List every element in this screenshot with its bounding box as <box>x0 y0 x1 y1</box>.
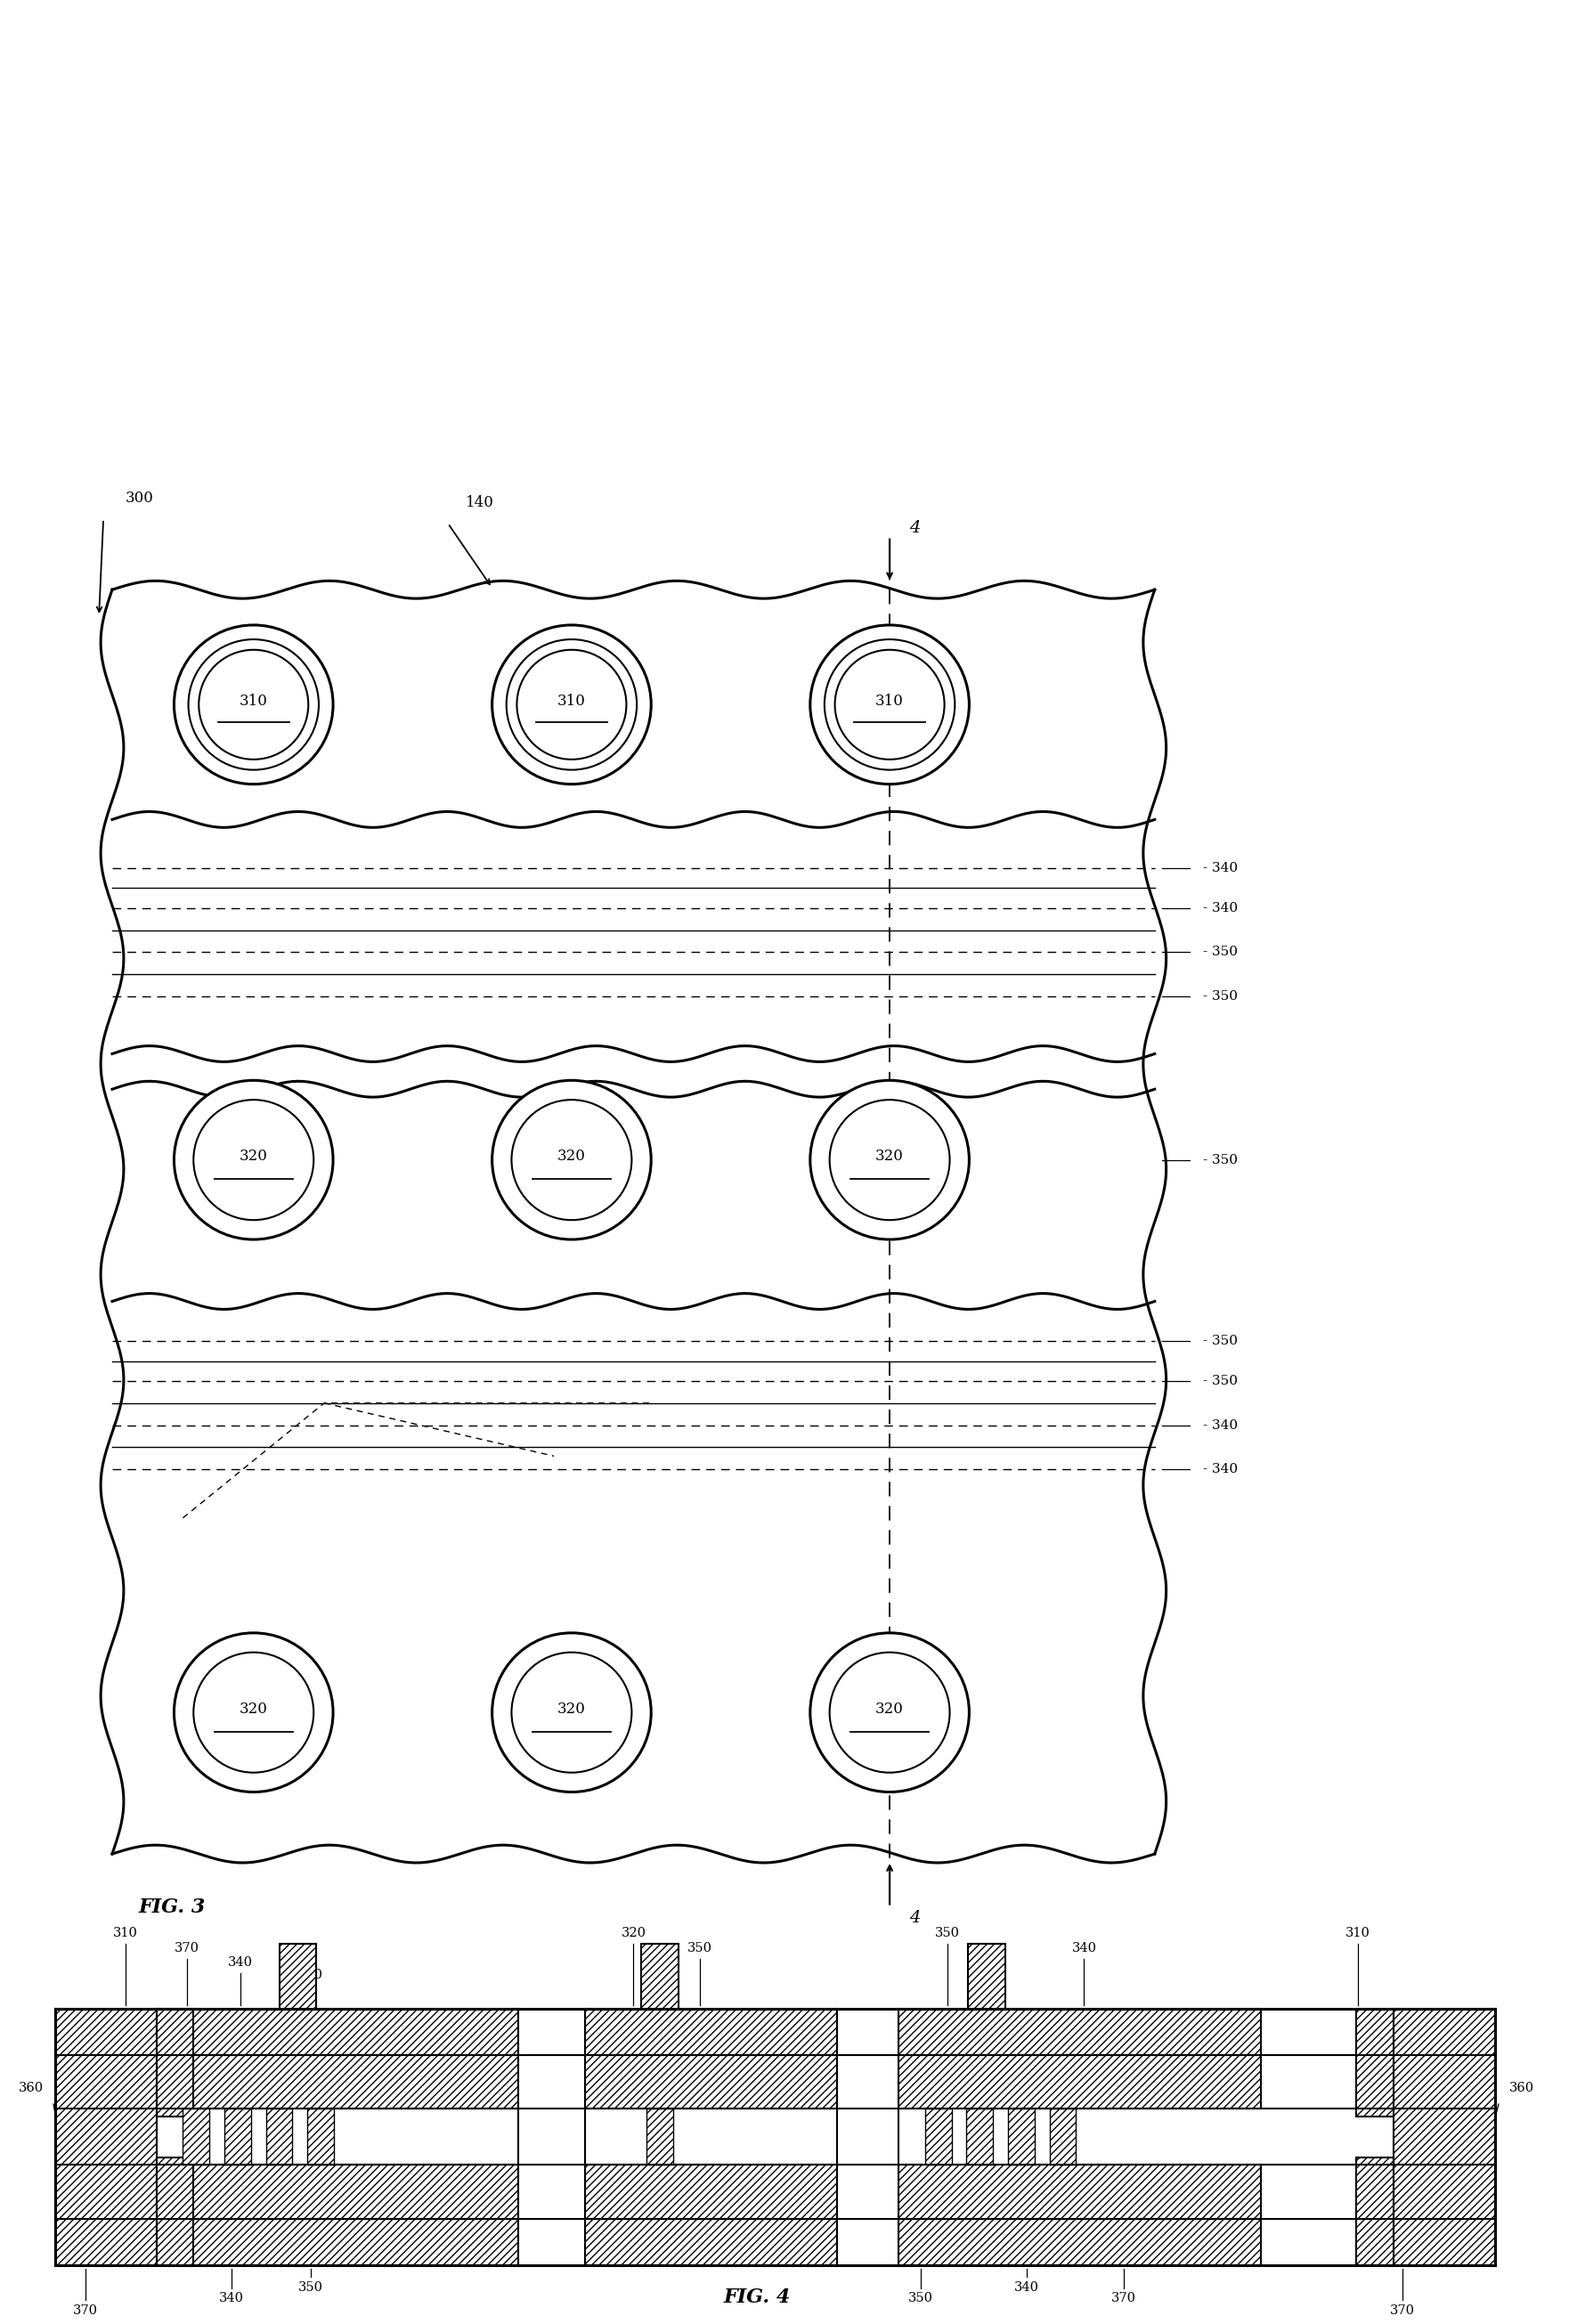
Circle shape <box>173 1634 333 1792</box>
Circle shape <box>199 651 309 760</box>
Circle shape <box>830 1099 949 1220</box>
Bar <box>1392 2008 1495 2266</box>
Bar <box>55 2008 156 2266</box>
Circle shape <box>811 625 970 783</box>
Text: 370: 370 <box>1112 2291 1137 2305</box>
Text: - 350: - 350 <box>1203 1153 1238 1167</box>
Bar <box>156 2008 519 2054</box>
Bar <box>647 2108 673 2166</box>
Bar <box>519 2008 585 2266</box>
Text: 350: 350 <box>688 1943 713 1954</box>
Bar <box>585 2219 837 2266</box>
Circle shape <box>834 651 945 760</box>
Circle shape <box>811 1081 970 1239</box>
Bar <box>267 2108 292 2166</box>
Text: 320: 320 <box>875 1148 904 1164</box>
Text: - 340: - 340 <box>1203 1464 1238 1476</box>
Text: 320: 320 <box>240 1701 268 1717</box>
Circle shape <box>173 625 333 783</box>
Text: - 340: - 340 <box>1203 1420 1238 1432</box>
Bar <box>899 2054 1260 2108</box>
Bar <box>926 2108 951 2166</box>
Circle shape <box>492 1081 651 1239</box>
Bar <box>156 2157 194 2266</box>
Text: 340: 340 <box>219 2291 244 2305</box>
Text: FIG. 3: FIG. 3 <box>139 1896 207 1917</box>
Circle shape <box>194 1099 314 1220</box>
Text: 320: 320 <box>557 1701 585 1717</box>
Bar <box>1356 2008 1392 2117</box>
Text: 310: 310 <box>557 693 585 709</box>
Text: FIG. 4: FIG. 4 <box>724 2287 790 2308</box>
Circle shape <box>830 1652 949 1773</box>
Bar <box>968 1943 1006 2008</box>
Text: 360: 360 <box>19 2082 44 2094</box>
Bar <box>224 2108 251 2166</box>
Text: 350: 350 <box>935 1927 959 1941</box>
Bar <box>585 2008 837 2054</box>
Text: - 350: - 350 <box>1203 1376 1238 1387</box>
Text: 340: 340 <box>1014 2280 1039 2294</box>
Text: - 350: - 350 <box>1203 1334 1238 1348</box>
Text: 320: 320 <box>240 1148 268 1164</box>
Circle shape <box>173 1081 333 1239</box>
Circle shape <box>492 625 651 783</box>
Bar <box>899 2008 1260 2054</box>
Text: - 340: - 340 <box>1203 862 1238 874</box>
Circle shape <box>517 651 626 760</box>
Text: - 350: - 350 <box>1203 990 1238 1002</box>
Circle shape <box>511 1652 632 1773</box>
Bar <box>156 2219 519 2266</box>
Text: 310: 310 <box>1345 1927 1370 1941</box>
Text: 320: 320 <box>621 1927 647 1941</box>
Text: 320: 320 <box>557 1148 585 1164</box>
Bar <box>967 2108 994 2166</box>
Bar <box>837 2008 899 2266</box>
Text: 4: 4 <box>908 521 919 537</box>
Text: 370: 370 <box>1389 2305 1415 2317</box>
Circle shape <box>811 1634 970 1792</box>
Bar <box>642 1943 678 2008</box>
Text: 300: 300 <box>126 490 155 507</box>
Text: - 350: - 350 <box>1203 946 1238 957</box>
Circle shape <box>825 639 954 769</box>
Bar <box>156 2008 194 2117</box>
Text: 340: 340 <box>1071 1943 1096 1954</box>
Text: 360: 360 <box>1509 2082 1534 2094</box>
Bar <box>183 2108 210 2166</box>
Bar <box>899 2219 1260 2266</box>
Circle shape <box>511 1099 632 1220</box>
Text: 350: 350 <box>908 2291 934 2305</box>
Bar <box>1356 2157 1392 2266</box>
Bar <box>156 2166 519 2219</box>
Text: - 340: - 340 <box>1203 902 1238 913</box>
Bar <box>585 2166 837 2219</box>
Text: 340: 340 <box>227 1957 252 1968</box>
Bar <box>585 2054 837 2108</box>
Circle shape <box>188 639 319 769</box>
Bar <box>279 1943 317 2008</box>
Bar <box>1050 2108 1076 2166</box>
Circle shape <box>506 639 637 769</box>
Bar <box>156 2054 519 2108</box>
Text: 370: 370 <box>73 2305 98 2317</box>
Bar <box>308 2108 334 2166</box>
Circle shape <box>492 1634 651 1792</box>
Text: 4: 4 <box>908 1910 919 1927</box>
Text: 310: 310 <box>875 693 904 709</box>
Circle shape <box>194 1652 314 1773</box>
Text: 310: 310 <box>114 1927 137 1941</box>
Bar <box>899 2166 1260 2219</box>
Text: 320: 320 <box>875 1701 904 1717</box>
Text: 350: 350 <box>298 1968 323 1982</box>
Text: 310: 310 <box>240 693 268 709</box>
Text: 140: 140 <box>465 495 494 509</box>
Text: 350: 350 <box>298 2280 323 2294</box>
Bar <box>1008 2108 1035 2166</box>
Text: 370: 370 <box>175 1943 200 1954</box>
